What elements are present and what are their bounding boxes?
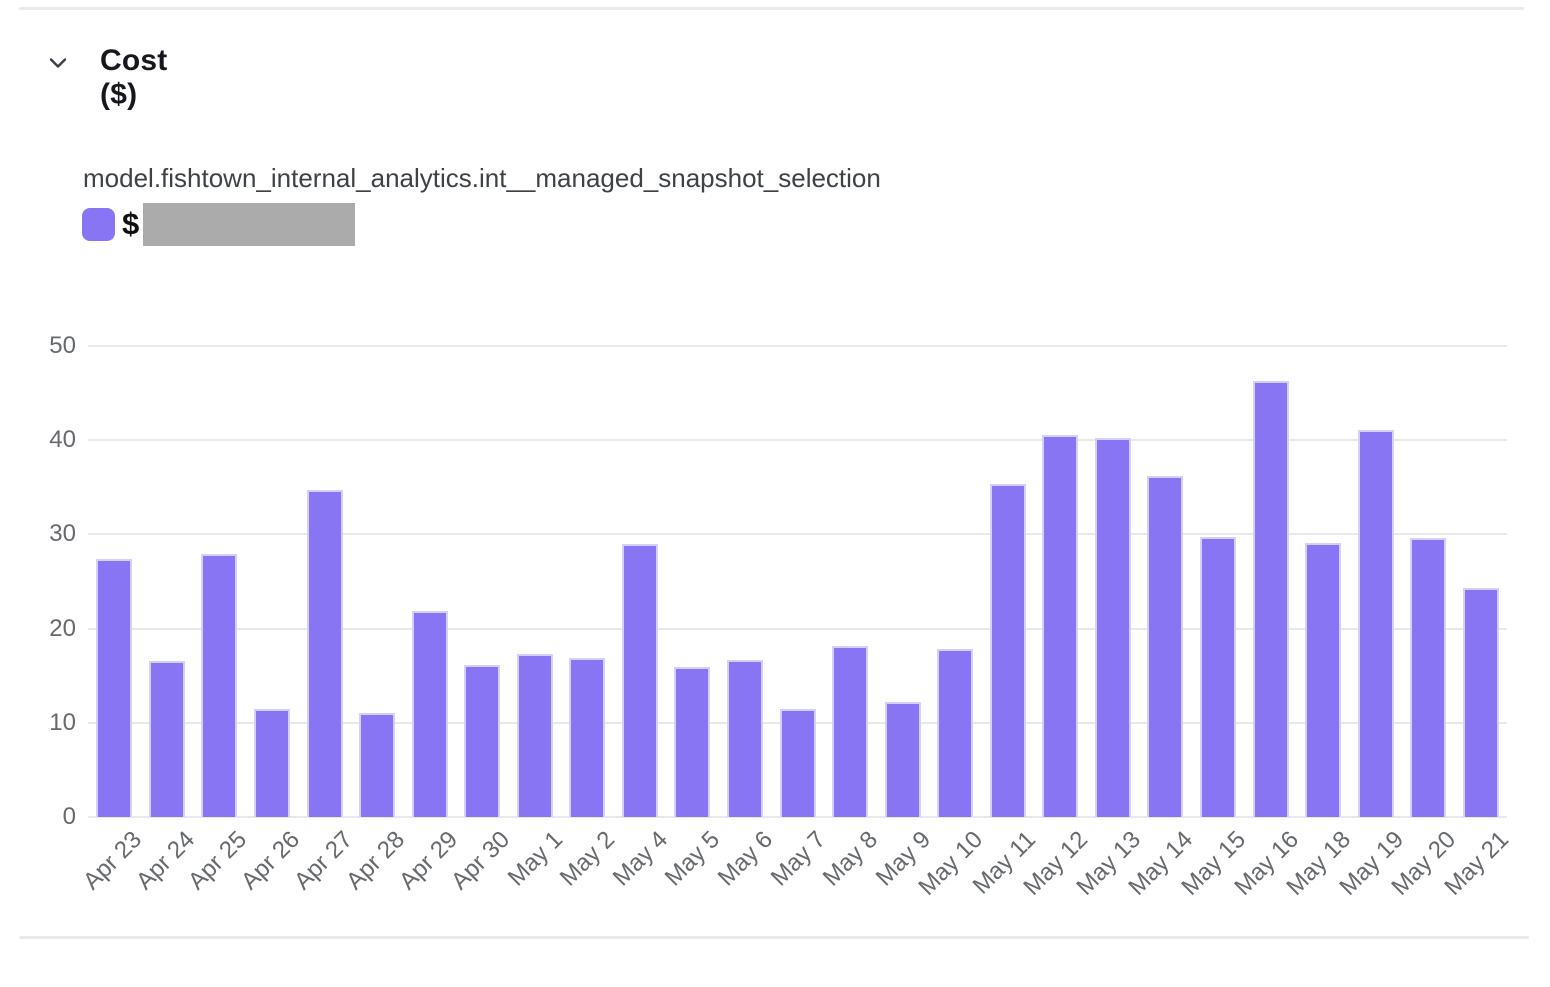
bar[interactable] xyxy=(1042,435,1079,817)
bottom-divider xyxy=(19,936,1529,939)
bar[interactable] xyxy=(253,708,290,817)
y-axis-tick-label: 0 xyxy=(62,803,76,830)
bar[interactable] xyxy=(148,660,185,817)
bar[interactable] xyxy=(726,659,763,817)
gridline xyxy=(88,345,1507,347)
collapse-section-button[interactable] xyxy=(45,50,71,76)
bar[interactable] xyxy=(201,554,238,817)
bar[interactable] xyxy=(359,713,396,817)
bar[interactable] xyxy=(1199,537,1236,817)
bar[interactable] xyxy=(1410,538,1447,817)
bar[interactable] xyxy=(989,484,1026,817)
bar[interactable] xyxy=(1147,475,1184,817)
bar[interactable] xyxy=(621,543,658,817)
bar[interactable] xyxy=(1305,542,1342,817)
legend-swatch xyxy=(82,208,115,241)
series-label: model.fishtown_internal_analytics.int__m… xyxy=(83,163,881,193)
bar[interactable] xyxy=(832,646,869,817)
y-axis-tick-label: 50 xyxy=(49,332,76,359)
y-axis-tick-label: 20 xyxy=(49,614,76,642)
top-divider xyxy=(19,7,1524,10)
cost-panel: Cost ($) model.fishtown_internal_analyti… xyxy=(19,7,1529,939)
bar[interactable] xyxy=(464,665,501,817)
bar[interactable] xyxy=(516,654,553,817)
bar[interactable] xyxy=(1462,588,1499,817)
bar[interactable] xyxy=(1252,380,1289,817)
gridline xyxy=(88,439,1507,442)
bar[interactable] xyxy=(96,558,133,817)
cost-bar-chart: 0 10 20 30 40 50 Apr 23 Apr 24 Apr 25 Apr 26 Apr 2… xyxy=(49,332,1514,901)
section-title: Cost ($) xyxy=(100,44,168,111)
bar[interactable] xyxy=(674,667,711,817)
bar[interactable] xyxy=(306,490,343,817)
gridline xyxy=(88,627,1507,630)
chevron-down-icon xyxy=(47,52,69,74)
y-axis-tick-label: 10 xyxy=(49,708,76,736)
bar[interactable] xyxy=(884,702,921,817)
redacted-value-box xyxy=(143,203,355,246)
legend-value-prefix: $ xyxy=(122,206,140,241)
bar[interactable] xyxy=(1094,438,1131,817)
bar[interactable] xyxy=(1357,429,1394,817)
bar[interactable] xyxy=(779,708,816,817)
bar[interactable] xyxy=(411,610,448,817)
y-axis-tick-label: 40 xyxy=(49,426,76,454)
gridline xyxy=(88,533,1507,536)
bar[interactable] xyxy=(569,657,606,817)
gridline xyxy=(88,816,1507,818)
y-axis-tick-label: 30 xyxy=(49,520,76,548)
bar[interactable] xyxy=(937,649,974,817)
